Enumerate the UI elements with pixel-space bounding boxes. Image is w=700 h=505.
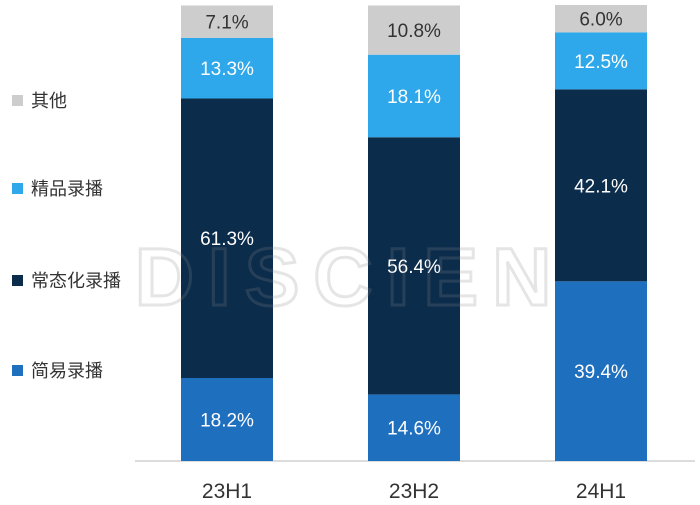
data-labels-layer: 18.2% 61.3% 13.3% 7.1% 14.6% 56.4% 18.1% 10.8% 3… (200, 10, 628, 440)
legend-item-premium-recording: 精品录播 (12, 177, 162, 200)
legend-item-normalized-recording: 常态化录播 (12, 269, 162, 292)
data-label-other-24h1: 6.0% (579, 10, 622, 31)
data-label-simple-recording-23h2: 14.6% (387, 419, 441, 440)
bars-layer (181, 5, 647, 461)
data-label-simple-recording-23h1: 18.2% (200, 411, 254, 432)
bar-segment-other-24h1 (555, 5, 647, 33)
data-label-normalized-recording-24h1: 42.1% (574, 176, 628, 197)
legend-label-normalized-recording: 常态化录播 (31, 271, 121, 292)
bar-segment-normalized-recording-24h1 (555, 89, 647, 282)
legend-item-other: 其他 (12, 89, 162, 112)
x-tick-label-24h1: 24H1 (576, 480, 626, 503)
data-label-normalized-recording-23h1: 61.3% (200, 229, 254, 250)
bar-segment-other-23h2 (368, 5, 460, 55)
data-label-premium-recording-23h2: 18.1% (387, 87, 441, 108)
bar-segment-simple-recording-23h1 (181, 378, 273, 461)
watermark-text: DISCIEN (135, 235, 566, 323)
legend-label-simple-recording: 简易录播 (31, 361, 103, 382)
data-label-simple-recording-24h1: 39.4% (574, 362, 628, 383)
legend-item-simple-recording: 简易录播 (12, 359, 162, 382)
data-label-other-23h1: 7.1% (205, 13, 248, 34)
bar-segment-normalized-recording-23h1 (181, 98, 273, 379)
bar-segment-premium-recording-23h2 (368, 54, 460, 138)
legend-swatch-other (12, 94, 23, 106)
bar-segment-normalized-recording-23h2 (368, 137, 460, 395)
legend-swatch-normalized-recording (12, 274, 23, 286)
bar-segment-other-23h1 (181, 5, 273, 38)
legend-swatch-simple-recording (12, 364, 23, 376)
watermark: DISCIEN (133, 235, 566, 325)
bar-segment-simple-recording-24h1 (555, 281, 647, 461)
x-tick-labels: 23H1 23H2 24H1 (202, 480, 626, 503)
legend-label-other: 其他 (31, 91, 67, 112)
data-label-premium-recording-23h1: 13.3% (200, 59, 254, 80)
data-label-premium-recording-24h1: 12.5% (574, 52, 628, 73)
data-label-normalized-recording-23h2: 56.4% (387, 257, 441, 278)
data-label-other-23h2: 10.8% (387, 21, 441, 42)
x-tick-label-23h1: 23H1 (202, 480, 252, 503)
legend-label-premium-recording: 精品录播 (31, 179, 103, 200)
bar-segment-simple-recording-23h2 (368, 394, 460, 461)
legend-swatch-premium-recording (12, 182, 23, 194)
bar-segment-premium-recording-23h1 (181, 37, 273, 99)
x-tick-label-23h2: 23H2 (389, 480, 439, 503)
bar-segment-premium-recording-24h1 (555, 32, 647, 90)
